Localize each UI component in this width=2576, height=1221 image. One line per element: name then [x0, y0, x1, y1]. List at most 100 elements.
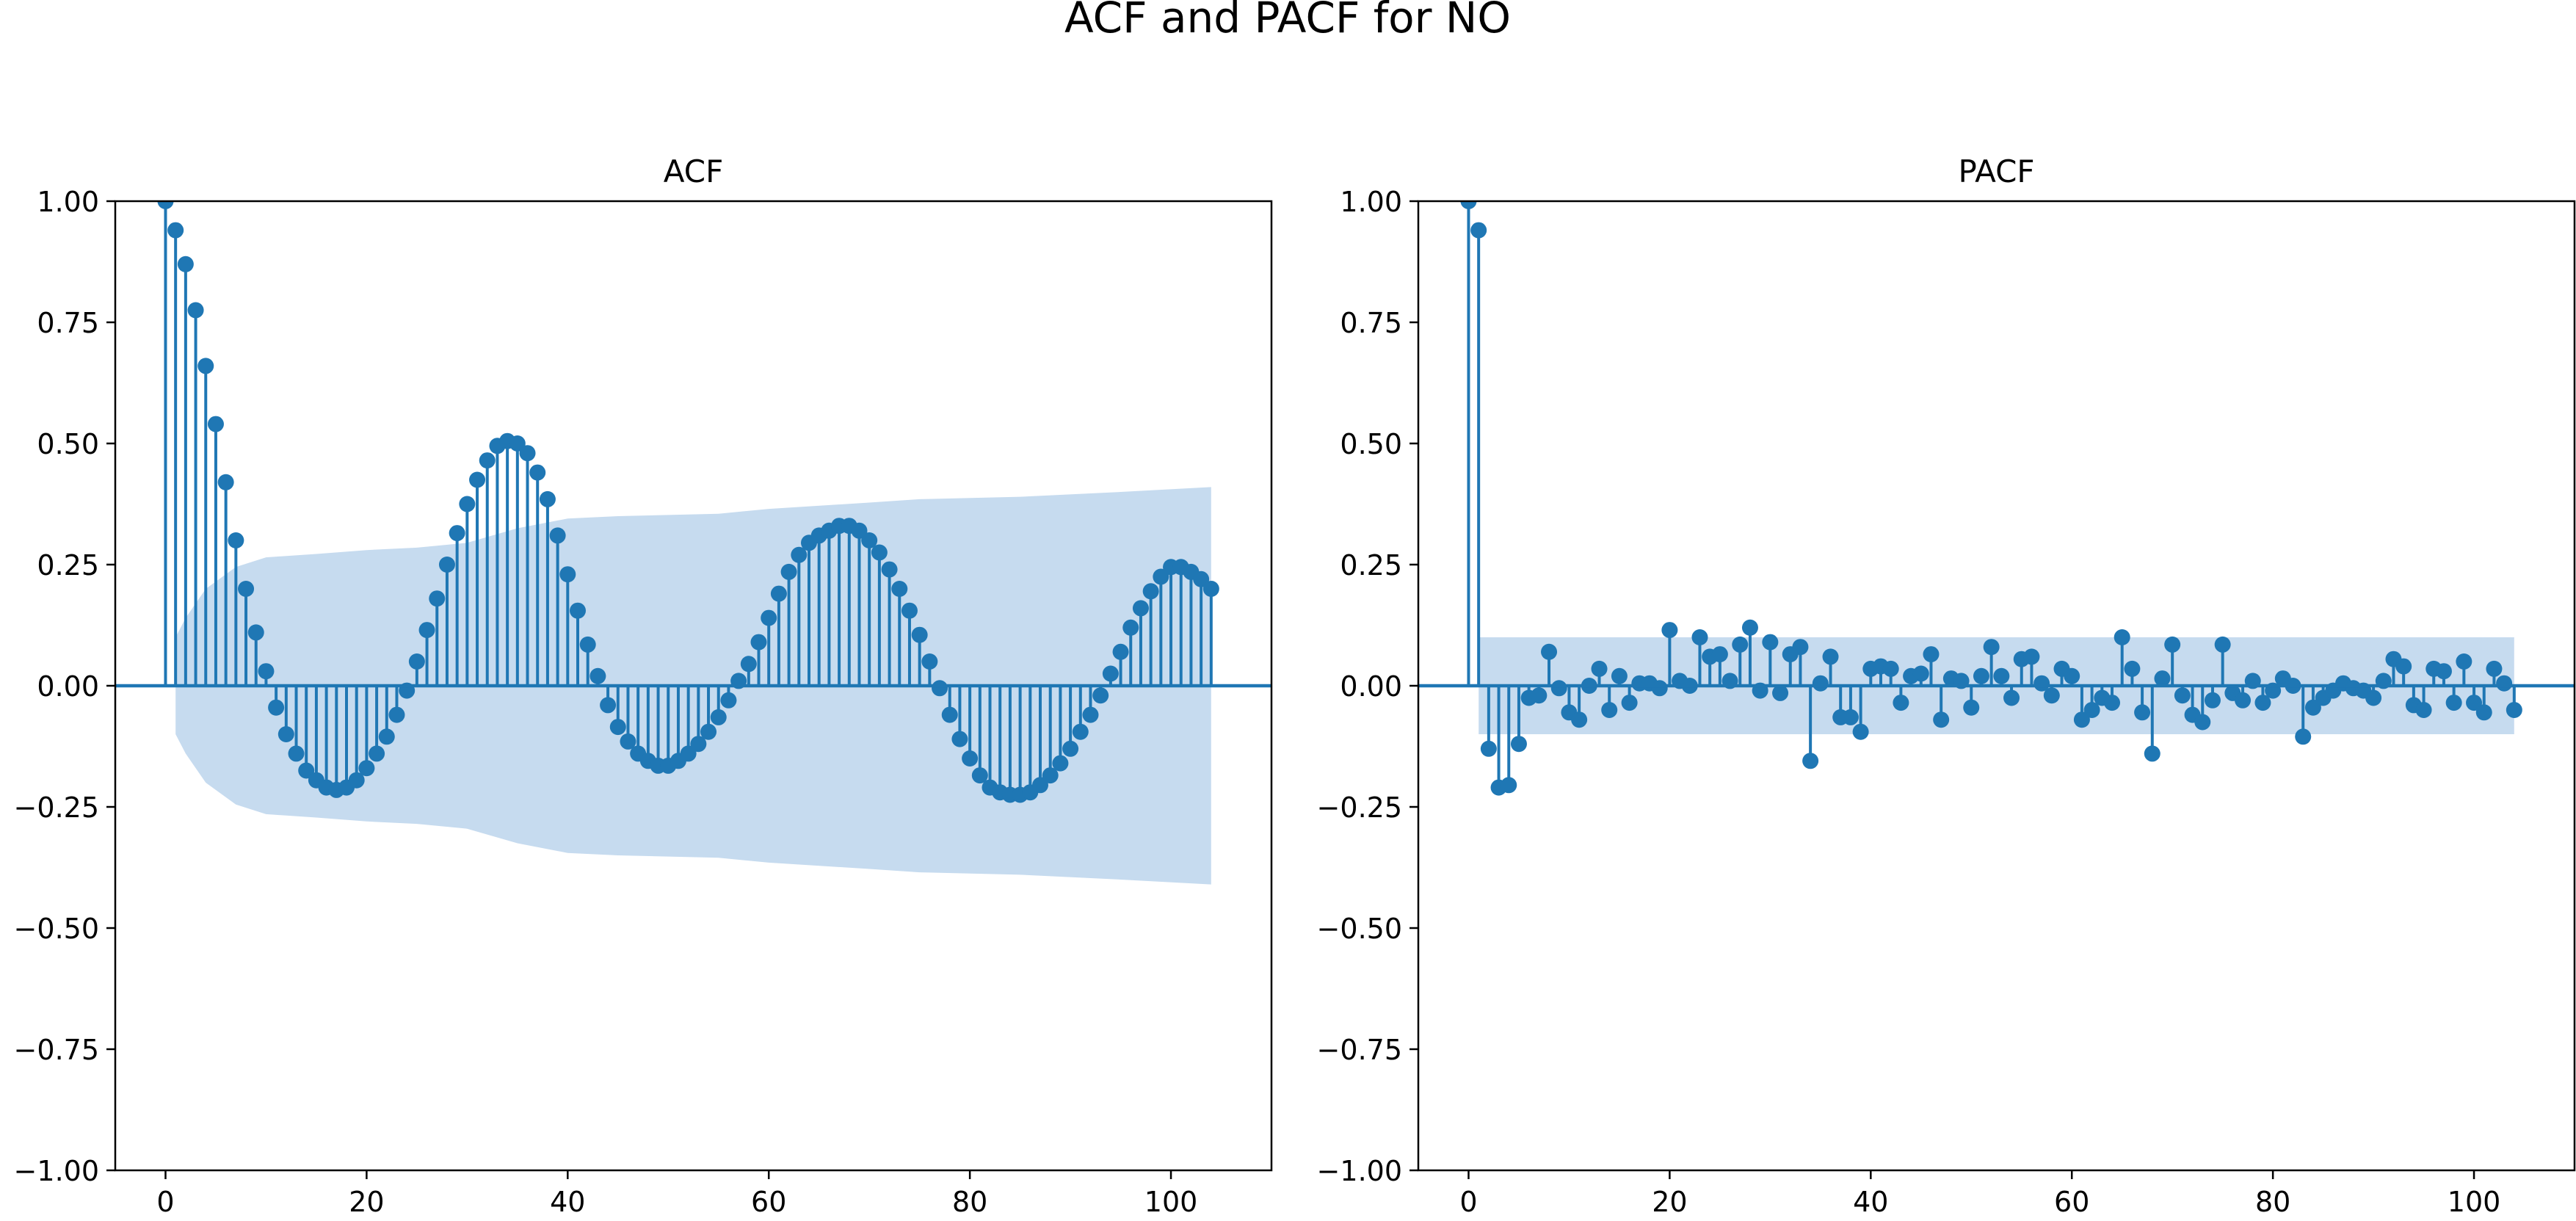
pacf-point	[2083, 702, 2100, 718]
acf-xtick-label: 20	[349, 1186, 384, 1218]
acf-title: ACF	[664, 153, 723, 189]
acf-point	[861, 532, 878, 548]
acf-point	[740, 656, 757, 673]
pacf-point	[1541, 643, 1558, 660]
pacf-point	[1963, 699, 1980, 716]
acf-point	[247, 624, 264, 641]
pacf-point	[2486, 660, 2503, 677]
pacf-point	[2435, 663, 2452, 680]
acf-point	[378, 728, 395, 745]
pacf-point	[1812, 675, 1829, 692]
pacf-point	[2304, 699, 2321, 716]
acf-ytick-label: −0.75	[14, 1034, 99, 1066]
pacf-point	[1601, 702, 1618, 718]
acf-ytick-label: 0.00	[37, 670, 99, 703]
pacf-point	[1621, 695, 1638, 711]
pacf-point	[2506, 702, 2522, 718]
acf-point	[358, 760, 375, 777]
pacf-point	[2365, 689, 2382, 706]
acf-point	[459, 496, 476, 512]
pacf-point	[1842, 709, 1859, 725]
acf-point	[1092, 687, 1109, 704]
pacf-point	[1893, 695, 1909, 711]
pacf-ytick-label: 0.00	[1340, 670, 1402, 703]
acf-point	[871, 544, 888, 561]
acf-point	[1122, 619, 1139, 636]
acf-point	[710, 709, 727, 725]
acf-point	[570, 602, 586, 619]
pacf-point	[2475, 704, 2492, 721]
pacf-xtick-label: 100	[2448, 1186, 2501, 1218]
pacf-point	[2134, 704, 2151, 721]
pacf-point	[1571, 711, 1588, 728]
pacf-plot-area	[1418, 201, 2575, 796]
acf-point	[217, 474, 234, 490]
pacf-point	[2104, 695, 2120, 711]
pacf-point	[1912, 665, 1929, 682]
acf-point	[700, 723, 717, 740]
pacf-point	[2124, 660, 2141, 677]
acf-point	[1102, 665, 1119, 682]
acf-point	[238, 581, 255, 597]
pacf-point	[1882, 660, 1899, 677]
acf-point	[449, 525, 465, 542]
acf-xtick-label: 80	[952, 1186, 987, 1218]
pacf-point	[2043, 687, 2060, 704]
pacf-point	[2235, 692, 2252, 709]
acf-point	[720, 692, 737, 709]
pacf-panel: PACF −1.00 −0.75 −0.50 −0.25 0.00 0.25 0.50 0.75…	[1317, 153, 2576, 1218]
acf-point	[1202, 581, 1219, 597]
acf-point	[881, 561, 898, 578]
acf-point	[1032, 777, 1048, 794]
acf-point	[549, 527, 566, 544]
acf-point	[851, 522, 868, 539]
acf-point	[1062, 740, 1079, 757]
pacf-ytick-label: 0.75	[1340, 307, 1402, 339]
acf-point	[268, 699, 285, 716]
pacf-xtick-label: 20	[1652, 1186, 1687, 1218]
acf-point	[1142, 583, 1159, 600]
pacf-point	[1531, 687, 1548, 704]
acf-point	[369, 745, 385, 762]
pacf-point	[1661, 622, 1678, 639]
acf-point	[288, 745, 305, 762]
pacf-ytick-label: 0.50	[1340, 428, 1402, 460]
acf-point	[791, 546, 808, 563]
acf-point	[408, 653, 425, 670]
acf-point	[921, 653, 938, 670]
acf-point	[509, 435, 526, 452]
acf-point	[1112, 643, 1129, 660]
pacf-point	[2073, 711, 2090, 728]
acf-point	[418, 622, 435, 639]
pacf-point	[1933, 711, 1950, 728]
pacf-point	[1822, 648, 1839, 665]
acf-point	[187, 302, 204, 319]
pacf-point	[1691, 629, 1708, 645]
pacf-point	[1480, 740, 1497, 757]
acf-point	[429, 590, 446, 607]
pacf-point	[1470, 222, 1487, 239]
acf-point	[258, 663, 275, 680]
pacf-point	[2114, 629, 2130, 645]
pacf-xtick-label: 80	[2255, 1186, 2290, 1218]
acf-xtick-label: 0	[156, 1186, 174, 1218]
acf-point	[911, 626, 928, 643]
pacf-point	[2295, 728, 2312, 745]
acf-point	[469, 471, 486, 488]
pacf-point	[1852, 723, 1869, 740]
pacf-point	[2466, 695, 2483, 711]
figure-suptitle: ACF and PACF for NO	[1064, 0, 1511, 43]
pacf-point	[1792, 639, 1809, 656]
pacf-point	[1993, 667, 2010, 684]
pacf-xtick-label: 60	[2054, 1186, 2089, 1218]
pacf-point	[2174, 687, 2191, 704]
pacf-xtick-label: 0	[1459, 1186, 1477, 1218]
acf-point	[228, 532, 244, 548]
acf-point	[971, 767, 988, 784]
acf-point	[157, 201, 174, 209]
acf-point	[609, 719, 626, 736]
acf-point	[620, 733, 636, 750]
pacf-point	[1923, 646, 1940, 663]
pacf-point	[2164, 636, 2181, 653]
